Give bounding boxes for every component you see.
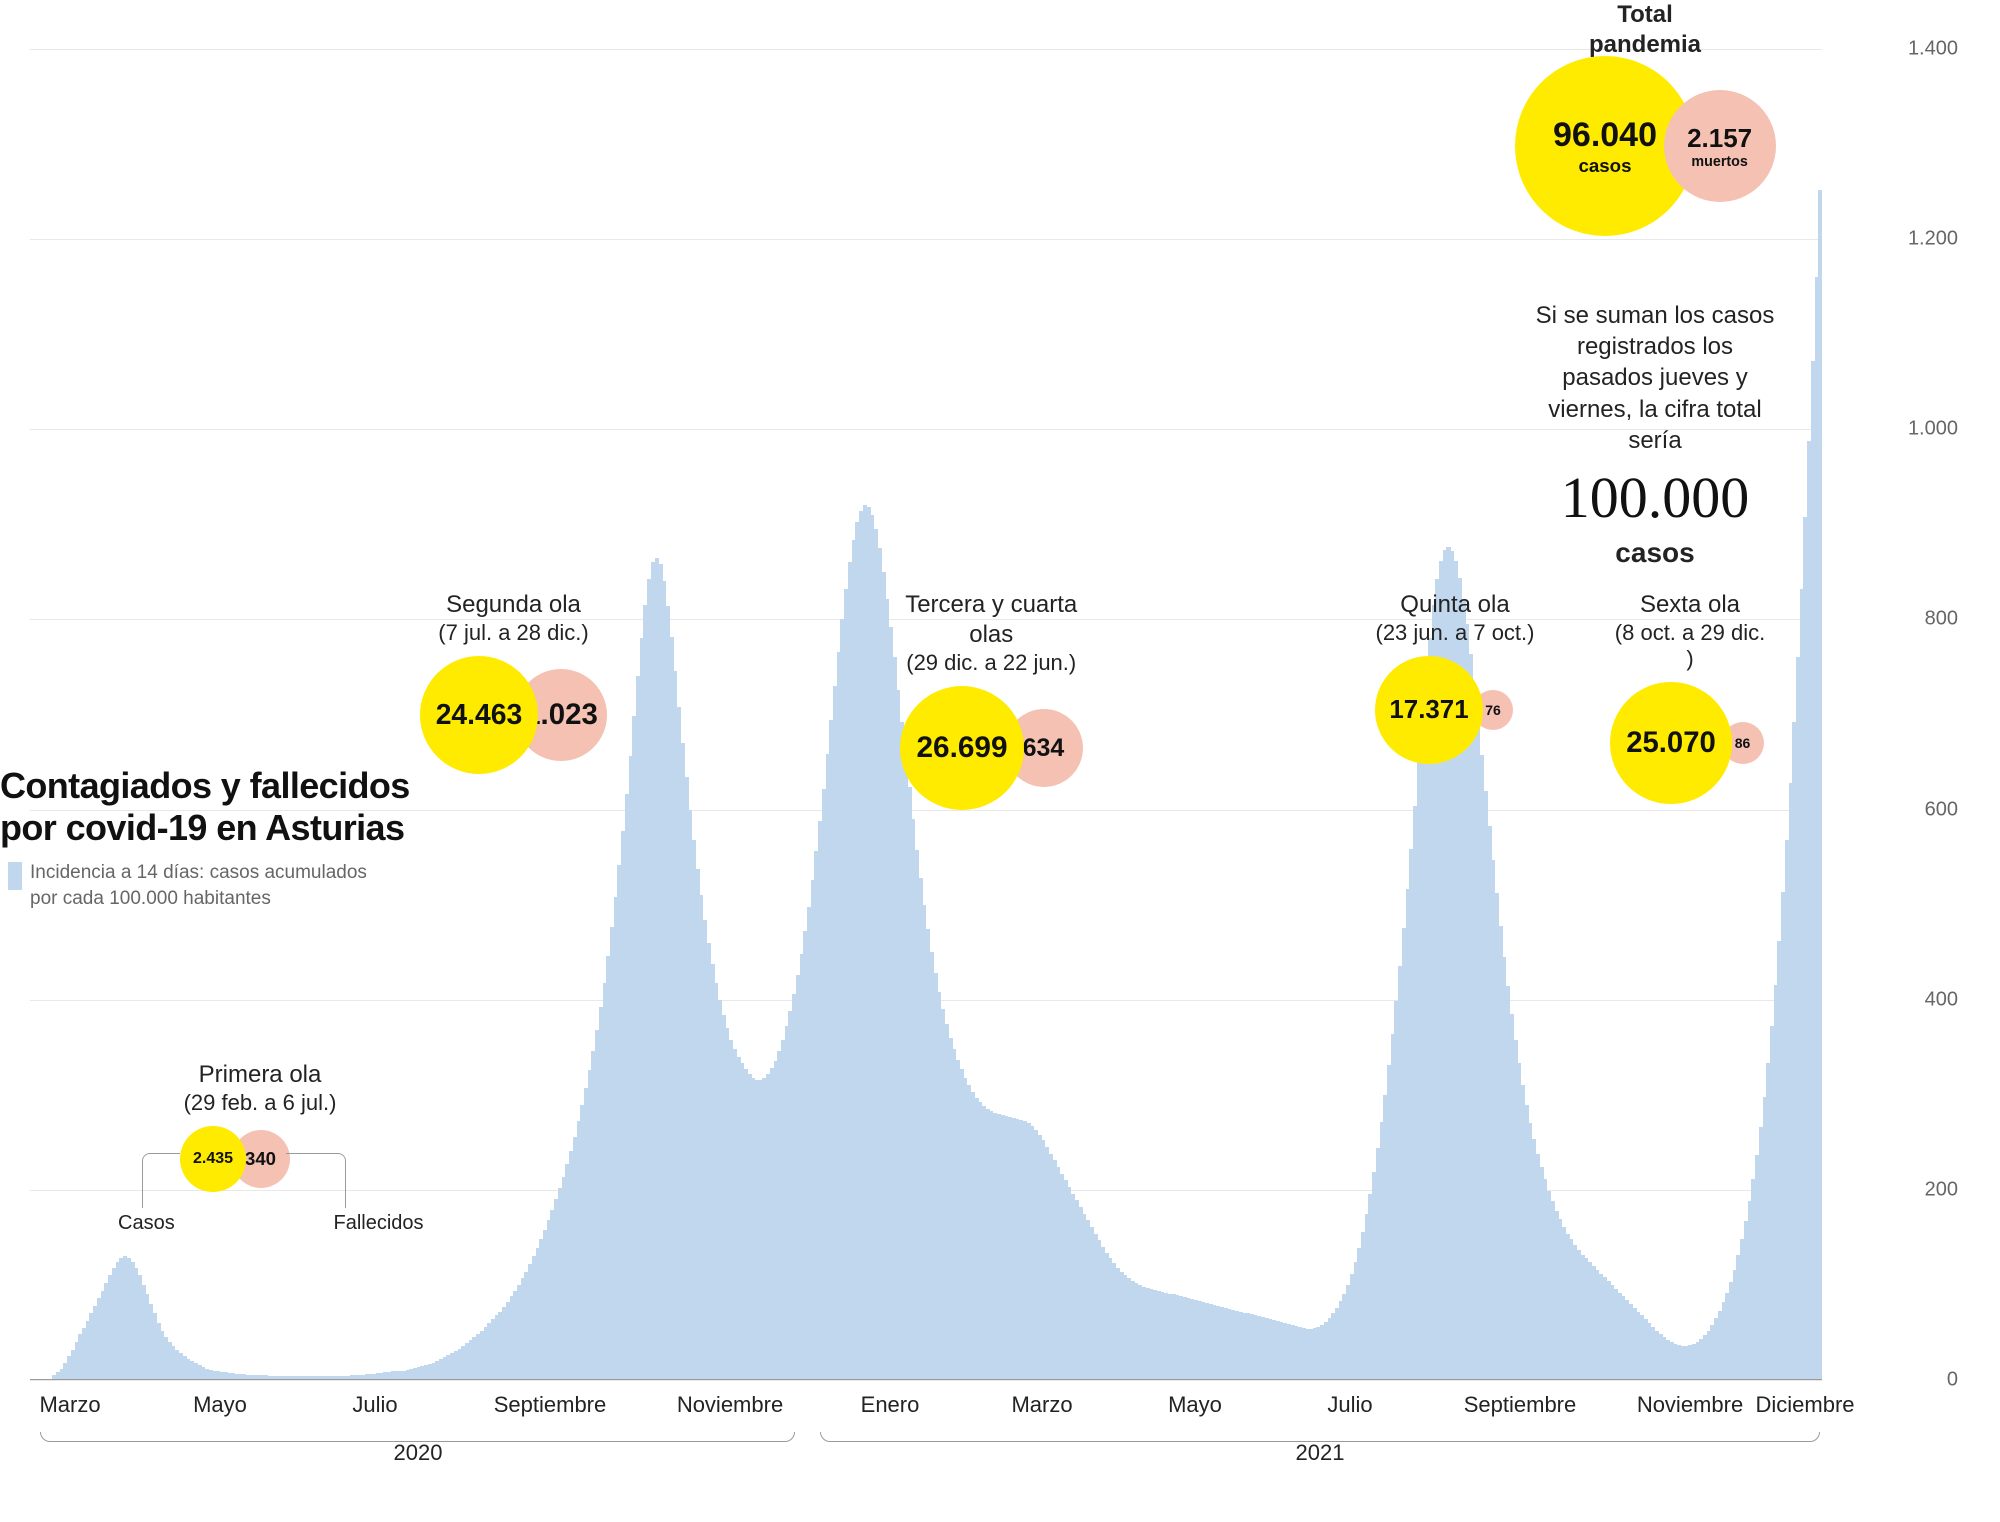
ytick-label: 1.000	[1908, 418, 1958, 441]
wave-period: (8 oct. a 29 dic. )	[1610, 620, 1770, 672]
wave-period: (29 dic. a 22 jun.)	[900, 650, 1083, 676]
wave-title: Primera ola	[180, 1060, 340, 1090]
summary-line4: viernes, la cifra total	[1548, 396, 1761, 423]
summary-line2: registrados los	[1577, 333, 1733, 360]
legend-cases-label: Casos	[118, 1212, 175, 1235]
total-title: Total pandemia	[1495, 0, 1795, 60]
xtick-label: Enero	[861, 1392, 920, 1418]
xtick-label: Diciembre	[1755, 1392, 1854, 1418]
wave-period: (7 jul. a 28 dic.)	[420, 620, 607, 646]
wave-cases-bubble: 25.070	[1610, 682, 1732, 804]
xtick-label: Mayo	[1168, 1392, 1222, 1418]
wave-cases-bubble: 2.435	[180, 1126, 246, 1192]
ytick-label: 400	[1925, 988, 1958, 1011]
xtick-label: Mayo	[193, 1392, 247, 1418]
chart-title-line1: Contagiados y fallecidos	[0, 765, 410, 806]
chart-title: Contagiados y fallecidos por covid-19 en…	[0, 765, 410, 850]
wave-title: Segunda ola	[420, 590, 607, 620]
chart-subtitle-line2: por cada 100.000 habitantes	[30, 888, 271, 909]
xtick-label: Septiembre	[1464, 1392, 1577, 1418]
wave-period: (23 jun. a 7 oct.)	[1375, 620, 1535, 646]
total-deaths-bubble: 2.157muertos	[1664, 90, 1776, 202]
xtick-label: Julio	[352, 1392, 397, 1418]
year-label-2021: 2021	[1296, 1440, 1345, 1466]
total-pandemia: Total pandemia 96.040casos 2.157muertos	[1495, 0, 1795, 60]
year-label-2020: 2020	[394, 1440, 443, 1466]
wave-4: Quinta ola(23 jun. a 7 oct.)7617.371	[1375, 590, 1535, 764]
legend-cases-bracket	[142, 1153, 180, 1208]
incidence-bar	[1818, 190, 1822, 1380]
wave-cases-bubble: 26.699	[900, 686, 1024, 810]
wave-period: (29 feb. a 6 jul.)	[180, 1090, 340, 1116]
ytick-label: 200	[1925, 1178, 1958, 1201]
summary-line1: Si se suman los casos	[1536, 302, 1775, 329]
wave-2: Segunda ola(7 jul. a 28 dic.)1.02324.463	[420, 590, 607, 774]
chart-title-line2: por covid-19 en Asturias	[0, 807, 404, 848]
legend-swatch	[8, 862, 22, 890]
summary-line5: sería	[1628, 427, 1681, 454]
xtick-label: Septiembre	[494, 1392, 607, 1418]
wave-1: Primera ola(29 feb. a 6 jul.)3402.435Cas…	[180, 1060, 340, 1192]
summary-big-number: 100.000	[1530, 460, 1780, 535]
chart-container: 02004006008001.0001.2001.400 MarzoMayoJu…	[30, 30, 1890, 1380]
wave-title: Sexta ola	[1610, 590, 1770, 620]
gridline	[30, 1380, 1822, 1381]
x-axis-line	[30, 1379, 1822, 1380]
xtick-label: Julio	[1327, 1392, 1372, 1418]
wave-3: Tercera y cuarta olas(29 dic. a 22 jun.)…	[900, 590, 1083, 810]
ytick-label: 800	[1925, 608, 1958, 631]
summary-line3: pasados jueves y	[1562, 364, 1747, 391]
xtick-label: Marzo	[39, 1392, 100, 1418]
legend-deaths-bracket	[286, 1153, 346, 1208]
ytick-label: 600	[1925, 798, 1958, 821]
summary-big-label: casos	[1530, 535, 1780, 571]
xtick-label: Noviembre	[677, 1392, 783, 1418]
legend-deaths-label: Fallecidos	[334, 1212, 424, 1235]
summary-text: Si se suman los casos registrados los pa…	[1530, 300, 1780, 572]
wave-title: Quinta ola	[1375, 590, 1535, 620]
ytick-label: 0	[1947, 1369, 1958, 1392]
xtick-label: Marzo	[1011, 1392, 1072, 1418]
ytick-label: 1.400	[1908, 38, 1958, 61]
wave-5: Sexta ola(8 oct. a 29 dic. )8625.070	[1610, 590, 1770, 804]
chart-subtitle: Incidencia a 14 días: casos acumulados p…	[30, 860, 367, 911]
wave-cases-bubble: 17.371	[1375, 656, 1483, 764]
chart-subtitle-line1: Incidencia a 14 días: casos acumulados	[30, 862, 367, 883]
wave-title: Tercera y cuarta olas	[900, 590, 1083, 650]
wave-cases-bubble: 24.463	[420, 656, 538, 774]
ytick-label: 1.200	[1908, 228, 1958, 251]
xtick-label: Noviembre	[1637, 1392, 1743, 1418]
